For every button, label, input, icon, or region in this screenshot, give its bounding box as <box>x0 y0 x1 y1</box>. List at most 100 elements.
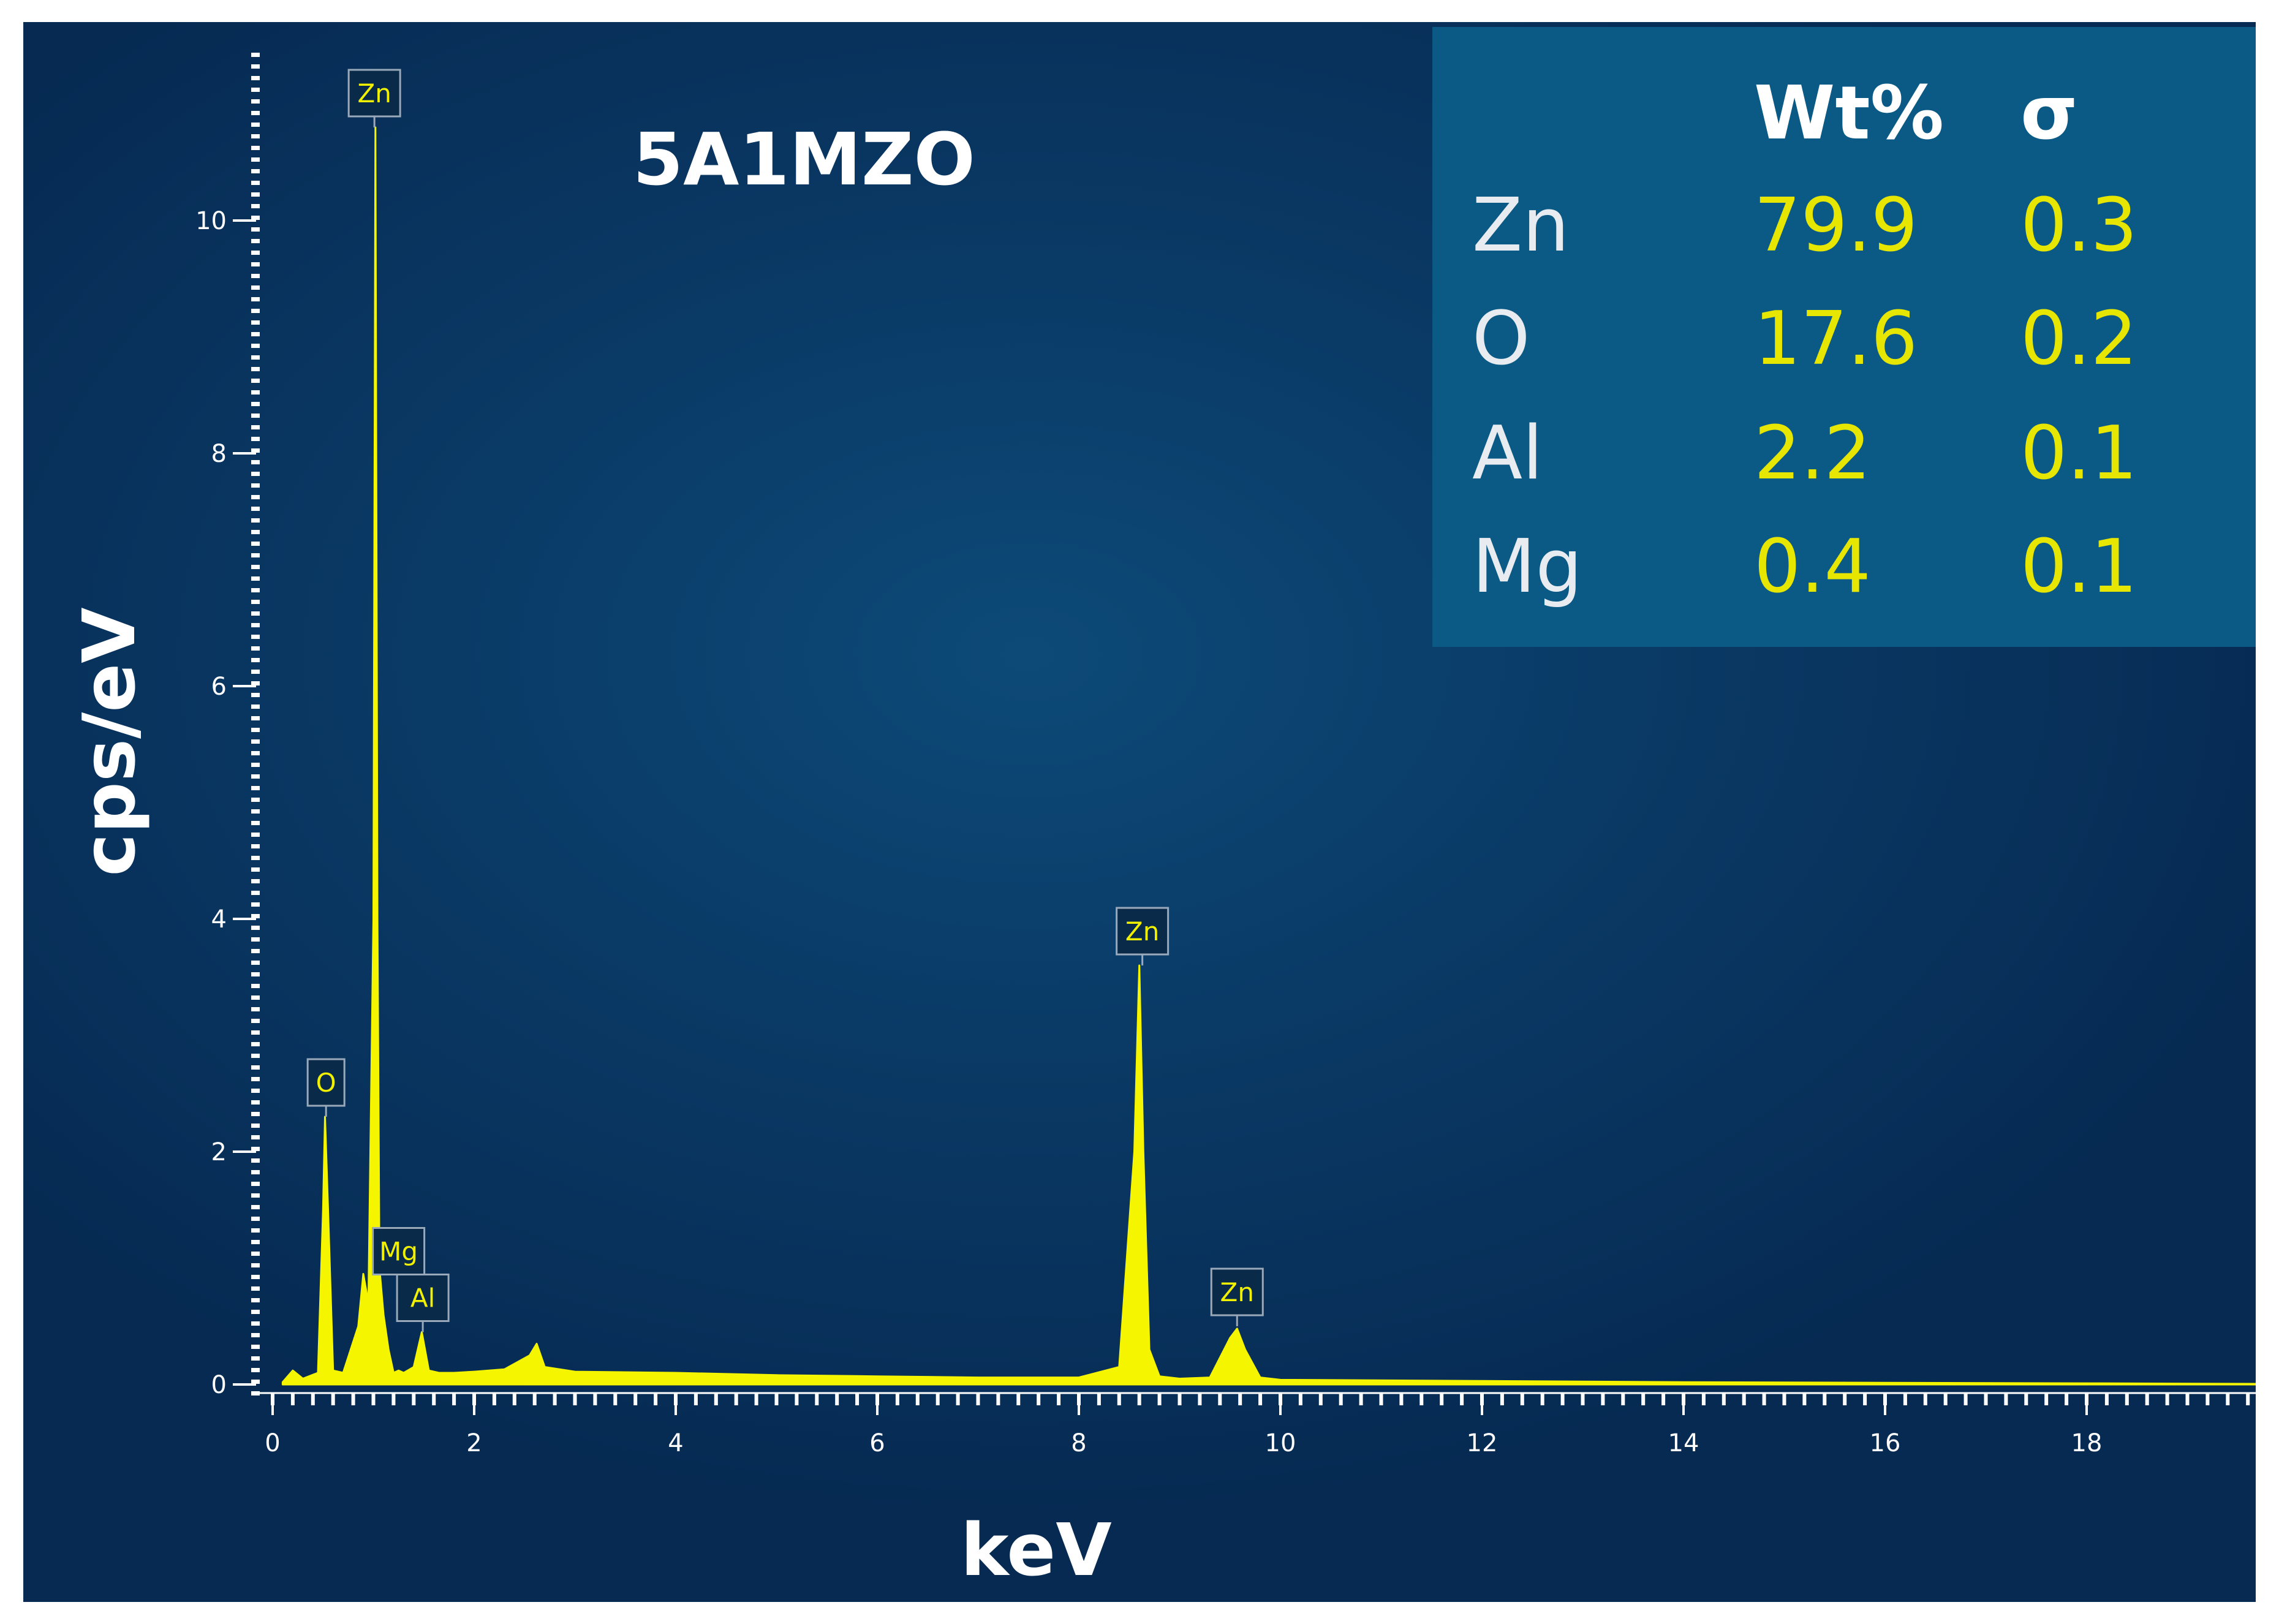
x-minor-tick <box>1379 1393 1383 1405</box>
x-minor-tick <box>1540 1393 1544 1405</box>
y-minor-tick <box>251 786 260 790</box>
y-minor-tick <box>251 739 260 744</box>
y-minor-tick <box>251 926 260 930</box>
x-minor-tick <box>774 1393 779 1405</box>
x-minor-tick <box>1419 1393 1424 1405</box>
y-minor-tick <box>251 76 260 80</box>
y-minor-tick <box>251 1275 260 1279</box>
y-minor-tick <box>251 227 260 232</box>
peak-label-box <box>306 1058 346 1107</box>
x-minor-tick <box>1500 1393 1504 1405</box>
x-minor-tick <box>1923 1393 1927 1405</box>
x-minor-tick <box>855 1393 860 1405</box>
y-minor-tick <box>251 809 260 814</box>
y-minor-tick <box>251 1007 260 1011</box>
y-minor-tick <box>251 1065 260 1070</box>
y-minor-tick <box>251 344 260 348</box>
x-minor-tick <box>815 1393 819 1405</box>
peak-label-al: Al <box>396 1274 450 1332</box>
y-minor-tick <box>251 1217 260 1221</box>
x-minor-tick <box>1943 1393 1948 1405</box>
wt-o: 17.6 <box>1754 296 1918 382</box>
y-minor-tick <box>251 146 260 150</box>
y-axis: 0 2 4 6 8 10 <box>195 53 260 1399</box>
y-minor-tick <box>251 99 260 104</box>
y-minor-tick <box>251 542 260 546</box>
x-minor-tick <box>1621 1393 1625 1405</box>
element-o: O <box>1472 296 1530 382</box>
y-tick-label: 8 <box>211 440 227 468</box>
y-minor-tick <box>251 704 260 709</box>
x-minor-tick <box>2246 1393 2250 1405</box>
x-minor-tick <box>290 1393 295 1405</box>
y-minor-tick <box>251 949 260 953</box>
x-minor-tick <box>1318 1393 1323 1405</box>
x-minor-tick <box>593 1393 597 1405</box>
peak-label-text: Mg <box>379 1237 418 1267</box>
x-minor-tick <box>1037 1393 1041 1405</box>
y-minor-tick <box>251 576 260 581</box>
y-minor-tick <box>251 833 260 837</box>
y-minor-tick <box>251 204 260 208</box>
y-minor-tick <box>251 1356 260 1361</box>
y-minor-tick <box>251 53 260 57</box>
x-minor-tick <box>532 1393 537 1405</box>
x-minor-tick <box>1117 1393 1121 1405</box>
x-tick-label: 2 <box>466 1429 482 1457</box>
y-minor-tick <box>251 728 260 732</box>
y-minor-tick <box>251 309 260 313</box>
y-minor-tick <box>251 1182 260 1186</box>
y-minor-tick <box>251 879 260 883</box>
y-minor-tick <box>251 1228 260 1233</box>
x-minor-tick <box>1701 1393 1706 1405</box>
peak-label-text: Al <box>410 1283 435 1313</box>
x-tick-label: 0 <box>265 1429 280 1457</box>
x-minor-tick <box>512 1393 516 1405</box>
y-minor-tick <box>251 157 260 162</box>
sigma-mg: 0.1 <box>2020 524 2137 610</box>
x-minor-tick <box>1984 1393 1988 1405</box>
peak-label-text: Zn <box>357 78 391 108</box>
y-minor-tick <box>251 844 260 848</box>
x-minor-tick <box>311 1393 315 1405</box>
y-minor-tick <box>251 611 260 616</box>
chart-panel: 0 2 4 6 8 10 0 2 4 6 8 10 12 14 16 18 Zn O Mg Al Zn Zn 5A1M… <box>23 22 2256 1602</box>
y-minor-tick <box>251 425 260 429</box>
x-minor-tick <box>1802 1393 1807 1405</box>
element-al: Al <box>1472 411 1543 496</box>
y-minor-tick <box>251 1124 260 1128</box>
peak-label-text: Zn <box>1125 916 1159 946</box>
y-minor-tick <box>251 937 260 942</box>
x-axis-label: keV <box>961 1508 1112 1592</box>
sigma-o: 0.2 <box>2020 296 2137 382</box>
y-minor-tick <box>251 972 260 976</box>
x-minor-tick <box>1762 1393 1766 1405</box>
y-minor-tick <box>251 460 260 464</box>
peak-label-zn: Zn <box>347 69 401 127</box>
header-wt-percent: Wt% <box>1754 71 1944 156</box>
x-minor-tick <box>1137 1393 1141 1405</box>
x-tick-label: 18 <box>2071 1429 2103 1457</box>
x-tick-label: 4 <box>668 1429 683 1457</box>
x-minor-tick <box>1238 1393 1242 1405</box>
x-minor-tick <box>351 1393 355 1405</box>
y-minor-tick <box>251 239 260 243</box>
x-minor-tick <box>935 1393 940 1405</box>
x-minor-tick <box>553 1393 557 1405</box>
sigma-al: 0.1 <box>2020 411 2137 496</box>
y-minor-tick <box>251 1286 260 1291</box>
x-minor-tick <box>331 1393 335 1405</box>
x-minor-tick <box>895 1393 899 1405</box>
y-tick-label: 10 <box>195 207 227 235</box>
x-minor-tick <box>1157 1393 1162 1405</box>
x-minor-tick <box>452 1393 456 1405</box>
y-minor-tick <box>251 1333 260 1337</box>
wt-mg: 0.4 <box>1754 524 1871 610</box>
peak-label-zn: Zn <box>1116 907 1170 965</box>
y-minor-tick <box>251 646 260 651</box>
x-minor-tick <box>1963 1393 1968 1405</box>
x-minor-tick <box>1560 1393 1565 1405</box>
x-minor-tick <box>976 1393 980 1405</box>
x-minor-tick <box>2044 1393 2049 1405</box>
y-minor-tick <box>251 693 260 697</box>
